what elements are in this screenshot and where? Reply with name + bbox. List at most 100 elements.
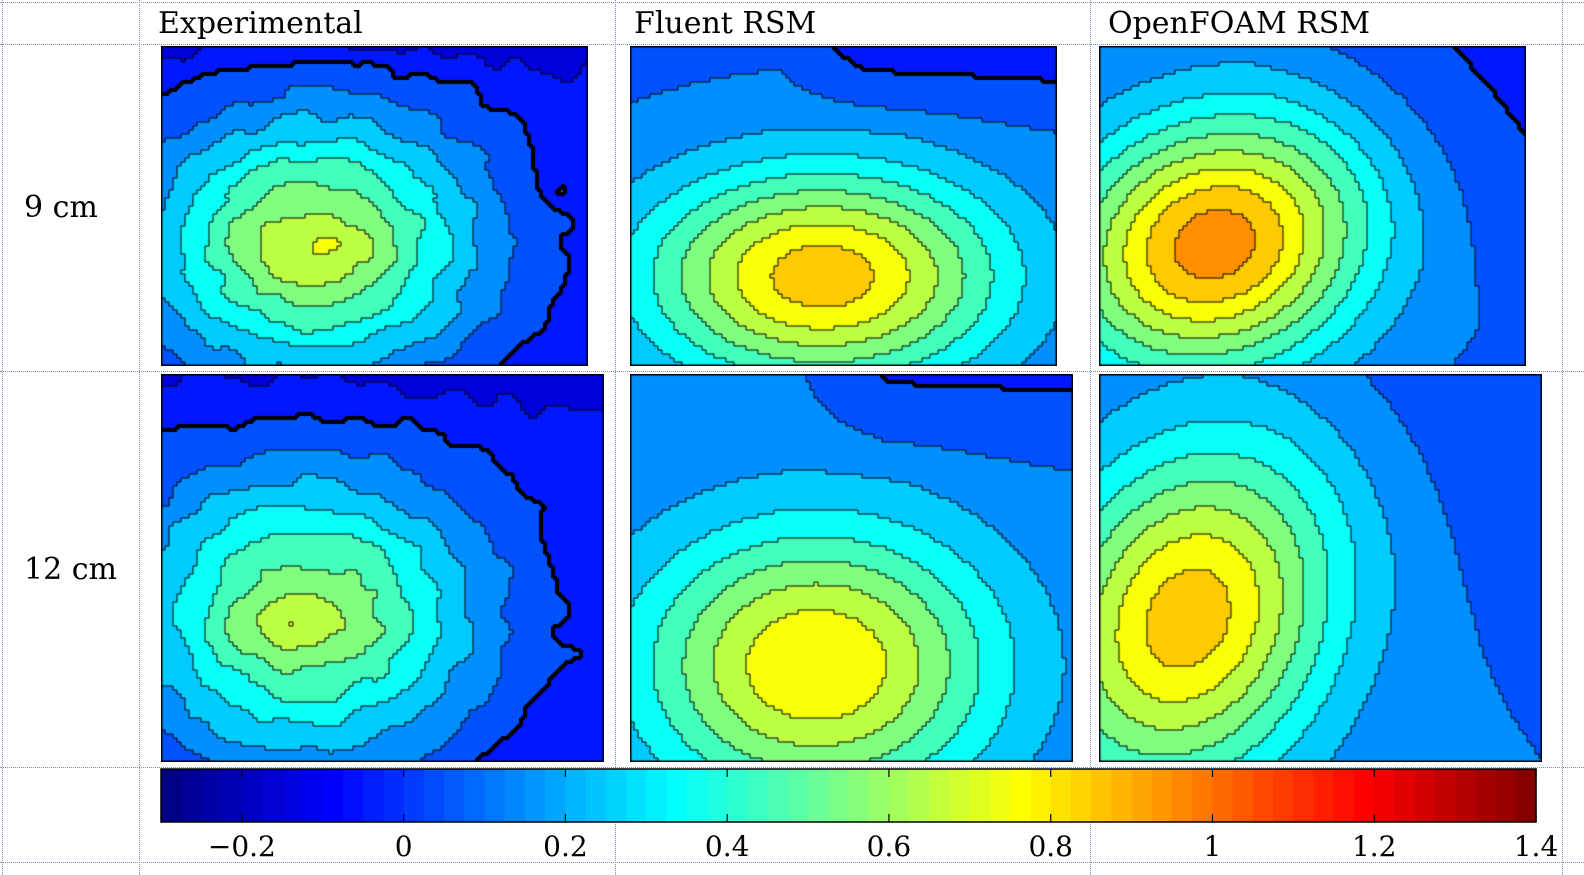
- contour-12cm-openfoam: [1099, 374, 1542, 762]
- colorbar-segment: [706, 769, 728, 822]
- colorbar-segment: [1313, 769, 1335, 822]
- grid-line-h3: [0, 371, 1584, 372]
- colorbar-segment: [727, 769, 748, 822]
- colorbar-frame: [160, 768, 1537, 823]
- grid-line-v2: [139, 0, 140, 875]
- colorbar-tick-label: 0: [395, 830, 413, 863]
- colorbar-tick-label: 0.4: [705, 830, 750, 863]
- colorbar-segment: [524, 769, 546, 822]
- colorbar-segment: [1050, 769, 1072, 822]
- colorbar-segment: [1354, 769, 1375, 822]
- colorbar-segment: [969, 769, 991, 822]
- colorbar-segment: [403, 769, 425, 822]
- colorbar-segment: [262, 769, 283, 822]
- grid-line-v5: [1562, 0, 1563, 875]
- colorbar-segment: [1091, 769, 1112, 822]
- colorbar-segment: [666, 769, 688, 822]
- colorbar-segment: [626, 769, 647, 822]
- colorbar-segment: [1131, 769, 1153, 822]
- contour-12cm-experimental-field: [161, 374, 604, 762]
- colorbar-segment: [1475, 769, 1497, 822]
- colorbar-segment: [241, 769, 263, 822]
- colorbar-segment: [1232, 769, 1254, 822]
- colorbar-segment: [1293, 769, 1315, 822]
- colorbar-segment: [363, 769, 385, 822]
- colorbar-tick-label: −0.2: [208, 830, 276, 863]
- colorbar-segment: [1495, 769, 1517, 822]
- colorbar-tick-label: 1.4: [1514, 830, 1559, 863]
- contour-12cm-fluent-field: [630, 374, 1073, 762]
- colorbar-tick-label: 1: [1204, 830, 1222, 863]
- grid-line-h1: [0, 2, 1584, 3]
- colorbar-segment: [342, 769, 364, 822]
- contour-12cm-experimental: [161, 374, 604, 762]
- colorbar-segment: [1515, 769, 1537, 822]
- colorbar-segment: [1273, 769, 1294, 822]
- colorbar-segment: [909, 769, 930, 822]
- column-title-openfoam: OpenFOAM RSM: [1108, 6, 1371, 41]
- colorbar-segment: [808, 769, 829, 822]
- colorbar-tick-label: 0.2: [543, 830, 588, 863]
- colorbar-segment: [1374, 769, 1396, 822]
- colorbar-segment: [868, 769, 890, 822]
- column-title-experimental: Experimental: [158, 6, 363, 41]
- contour-9cm-openfoam: [1099, 46, 1526, 366]
- colorbar-segment: [1394, 769, 1416, 822]
- colorbar-segment: [1333, 769, 1355, 822]
- contour-9cm-experimental: [161, 46, 588, 366]
- colorbar-segment: [929, 769, 951, 822]
- colorbar-segment: [585, 769, 607, 822]
- colorbar-segment: [565, 769, 587, 822]
- colorbar-segment: [1434, 769, 1456, 822]
- colorbar-segment: [990, 769, 1011, 822]
- contour-9cm-experimental-field: [161, 46, 588, 366]
- colorbar-segment: [444, 769, 465, 822]
- grid-line-h5: [0, 862, 1584, 863]
- colorbar-tick-label: 0.8: [1028, 830, 1073, 863]
- colorbar-segment: [747, 769, 769, 822]
- colorbar-segment: [646, 769, 668, 822]
- colorbar-segment: [1172, 769, 1193, 822]
- colorbar-segment: [161, 769, 182, 822]
- contour-9cm-fluent: [630, 46, 1057, 366]
- contour-12cm-openfoam-field: [1099, 374, 1542, 762]
- colorbar-segment: [201, 769, 223, 822]
- colorbar-segment: [686, 769, 708, 822]
- colorbar-segment: [1030, 769, 1052, 822]
- colorbar-segment: [1455, 769, 1476, 822]
- colorbar-segment: [1192, 769, 1214, 822]
- colorbar-segment: [1111, 769, 1133, 822]
- grid-line-v1: [2, 0, 3, 875]
- colorbar-segment: [1151, 769, 1173, 822]
- colorbar-segment: [767, 769, 789, 822]
- contour-9cm-openfoam-field: [1099, 46, 1526, 366]
- column-title-fluent: Fluent RSM: [634, 6, 817, 41]
- colorbar-segment: [848, 769, 870, 822]
- colorbar-segment: [1070, 769, 1092, 822]
- colorbar-segment: [1252, 769, 1274, 822]
- contour-12cm-fluent: [630, 374, 1073, 762]
- grid-line-h4: [0, 767, 1584, 768]
- colorbar-segment: [545, 769, 567, 822]
- colorbar-tick-label: 1.2: [1352, 830, 1397, 863]
- colorbar-segment: [423, 769, 445, 822]
- colorbar-segment: [282, 769, 304, 822]
- colorbar-segment: [383, 769, 405, 822]
- row-label-9cm: 9 cm: [24, 190, 98, 225]
- colorbar-segment: [888, 769, 910, 822]
- colorbar-segment: [787, 769, 809, 822]
- colorbar-segment: [605, 769, 627, 822]
- colorbar-segment: [949, 769, 971, 822]
- colorbar-segment: [302, 769, 324, 822]
- colorbar-segment: [1010, 769, 1032, 822]
- contour-9cm-fluent-field: [630, 46, 1057, 366]
- colorbar-tick-label: 0.6: [867, 830, 912, 863]
- colorbar-segment: [484, 769, 506, 822]
- colorbar-segment: [828, 769, 850, 822]
- colorbar-segment: [322, 769, 344, 822]
- grid-line-h2: [0, 44, 1584, 45]
- colorbar-segment: [181, 769, 203, 822]
- colorbar-segment: [1414, 769, 1436, 822]
- row-label-12cm: 12 cm: [24, 552, 117, 587]
